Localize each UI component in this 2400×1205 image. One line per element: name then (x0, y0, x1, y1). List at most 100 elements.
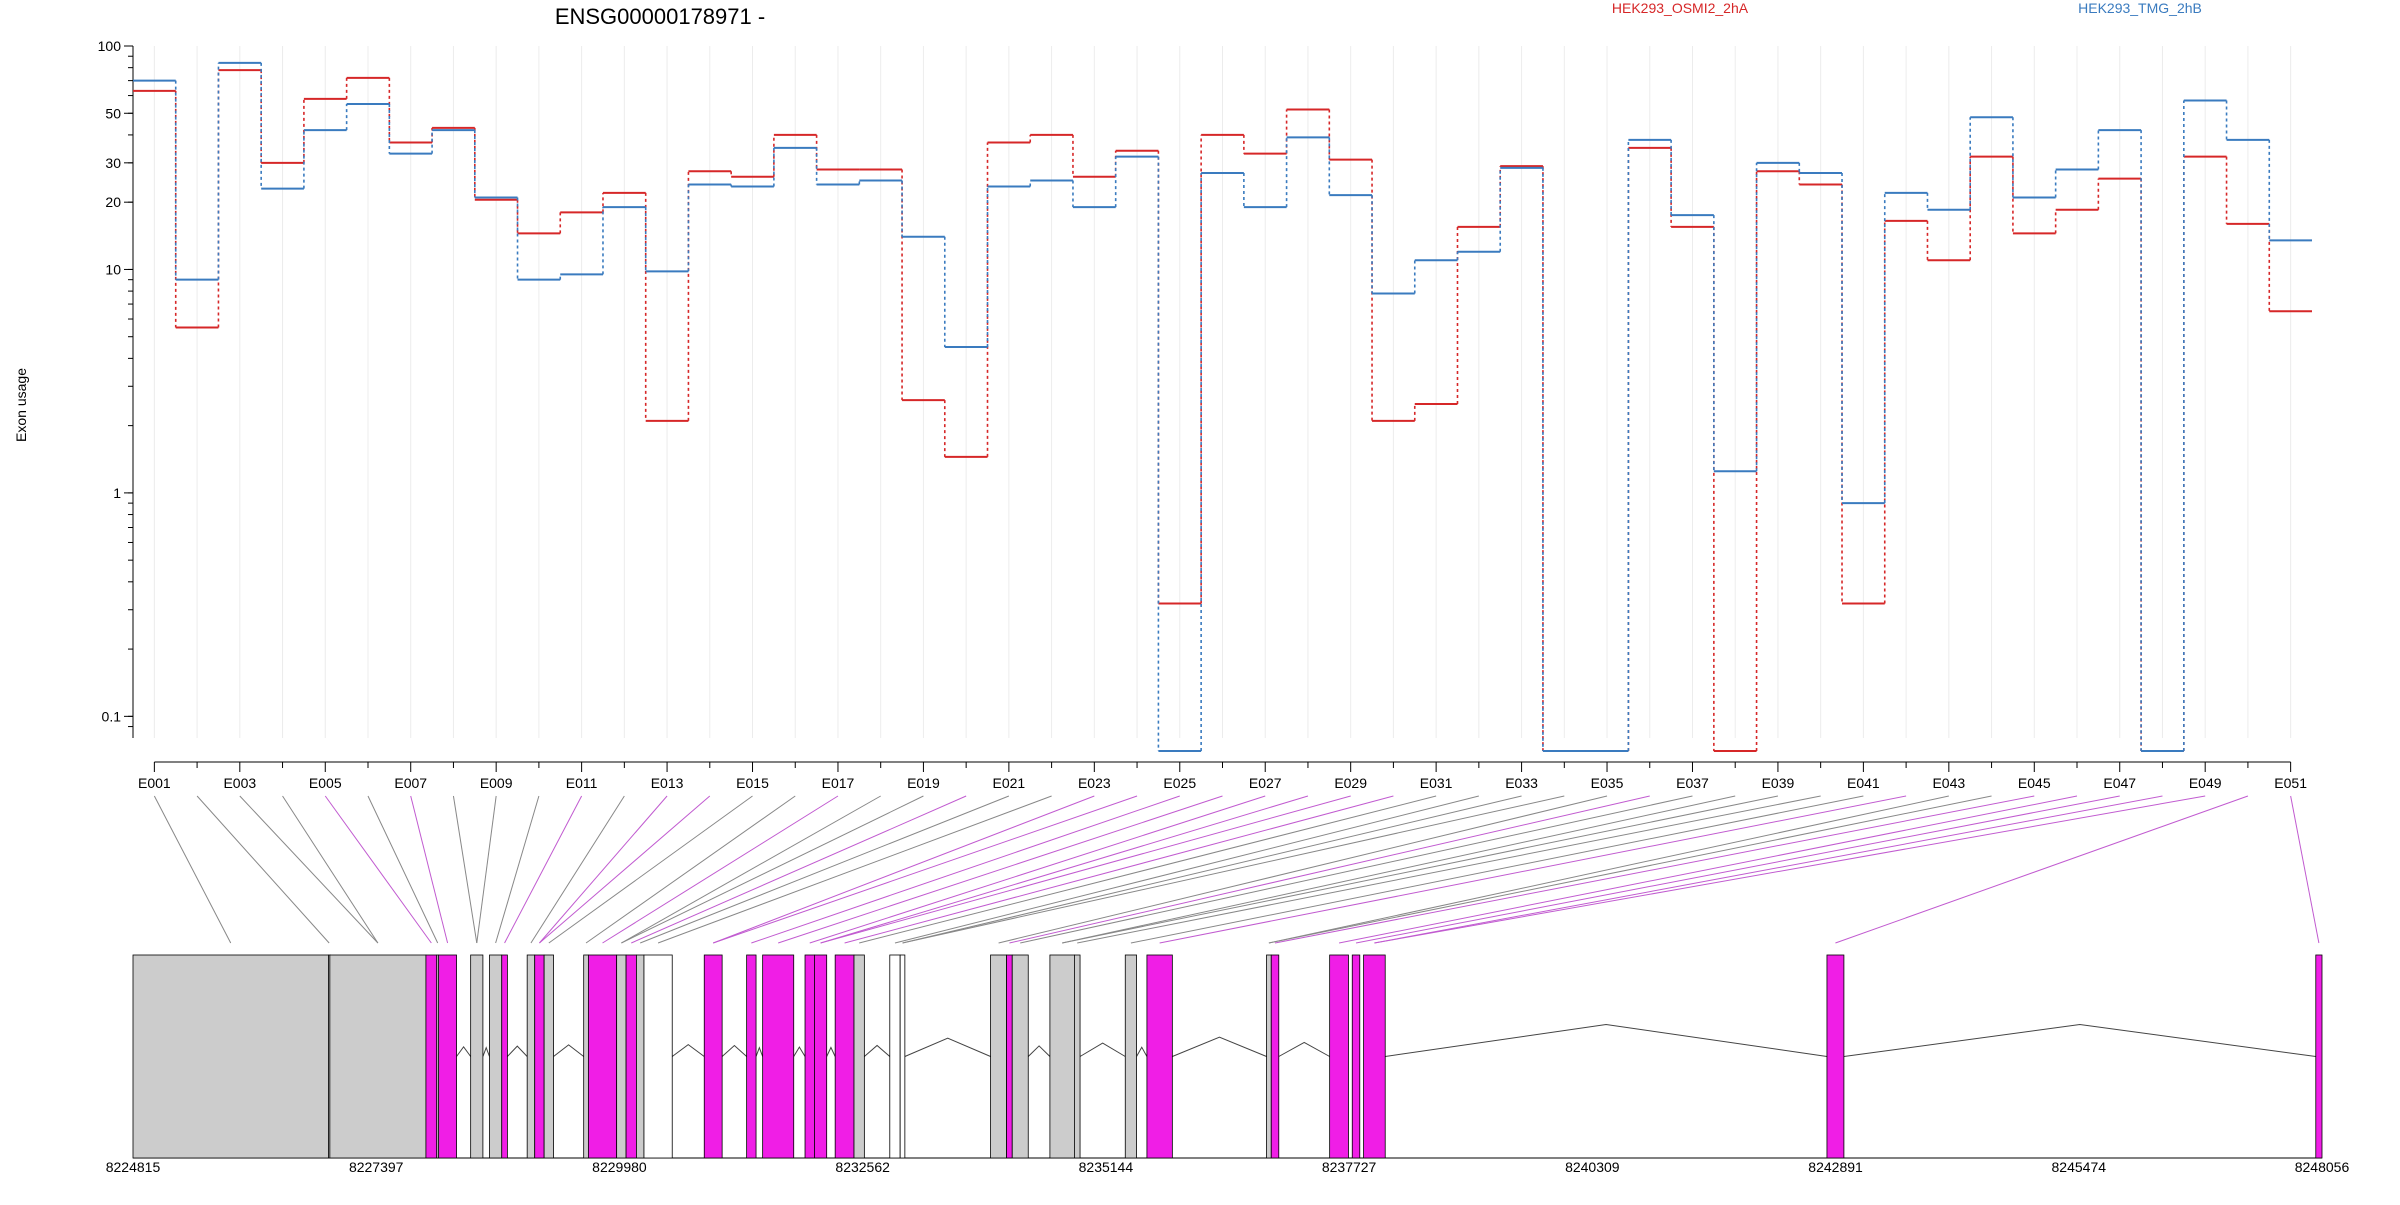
exon-box (853, 954, 865, 1159)
exon-connector-line (621, 795, 881, 944)
chart-title: ENSG00000178971 - (555, 4, 765, 29)
axes: 100 50 30 20 10 1 0.1 E001 E003 E005 E007 E009 E011 E… (98, 38, 2308, 791)
exon-box (329, 954, 427, 1159)
exon-connector-line (324, 795, 432, 944)
genomic-coordinate-label: 8240309 (1565, 1159, 1620, 1175)
y-tick-label: 100 (98, 38, 122, 54)
exon-connector-line (859, 795, 1437, 944)
x-tick-label: E013 (651, 775, 684, 791)
exon-box (1011, 954, 1029, 1159)
exon-box (534, 954, 545, 1159)
x-tick-label: E011 (566, 775, 598, 791)
x-tick-label: E027 (1249, 775, 1282, 791)
exon-connector-line (367, 795, 439, 944)
exon-connector-line (1077, 795, 1821, 944)
intron-line (1843, 1023, 2316, 1057)
exon-connector-line (998, 795, 1608, 944)
exon-connector-line (1274, 795, 2035, 944)
x-tick-label: E007 (394, 775, 427, 791)
intron-line (507, 1045, 528, 1057)
exon-connector-line (153, 795, 232, 944)
x-tick-label: E031 (1420, 775, 1453, 791)
exon-connector-line (530, 795, 625, 944)
genomic-coordinate-label: 8229980 (592, 1159, 647, 1175)
exon-connector-line (1130, 795, 1864, 944)
exon-box (636, 954, 645, 1159)
intron-line (671, 1044, 705, 1057)
genomic-coordinate-label: 8235144 (1079, 1159, 1134, 1175)
exon-connector-line (1268, 795, 1949, 944)
x-tick-label: E051 (2274, 775, 2307, 791)
exon-connector-line (1374, 795, 2163, 944)
exon-connector-line (713, 795, 1138, 944)
legend-entry-tmg: HEK293_TMG_2hB (2078, 0, 2202, 16)
exon-box (746, 954, 757, 1159)
exon-box (425, 954, 438, 1159)
exon-connector-line (778, 795, 1223, 944)
x-tick-label: E047 (2103, 775, 2136, 791)
exon-box (1270, 954, 1280, 1159)
x-tick-label: E017 (822, 775, 855, 791)
series-lines (133, 61, 2312, 752)
exon-connector-line (1835, 795, 2249, 944)
exon-connector-line (1268, 795, 1992, 944)
intron-line (456, 1045, 472, 1057)
exon-box (1329, 954, 1349, 1159)
exon-box (438, 954, 457, 1159)
intron-line (553, 1044, 584, 1057)
exon-box (814, 954, 828, 1159)
exon-connector-line (902, 795, 1522, 944)
exon-connector-line (1009, 795, 1650, 944)
x-tick-label: E045 (2018, 775, 2051, 791)
exon-box (1266, 954, 1272, 1159)
exon-connector-line (751, 795, 1180, 944)
exon-connector-line (1020, 795, 1693, 944)
legend-entry-osmi2: HEK293_OSMI2_2hA (1612, 0, 1749, 16)
y-tick-label: 50 (105, 105, 121, 121)
exon-connector-line (657, 795, 1052, 944)
x-tick-label: E009 (480, 775, 513, 791)
exon-box (132, 954, 329, 1159)
exon-box (616, 954, 627, 1159)
genomic-coordinate-label: 8224815 (106, 1159, 161, 1175)
gridlines (153, 46, 2292, 738)
exon-box (1049, 954, 1075, 1159)
exon-box (1124, 954, 1137, 1159)
exon-connector-line (1062, 795, 1736, 944)
y-axis-label: Exon usage (13, 368, 29, 442)
exon-box (762, 954, 795, 1159)
exon-connector-line (585, 795, 796, 944)
intron-line (721, 1044, 747, 1057)
x-tick-label: E035 (1591, 775, 1624, 791)
exon-box (1146, 954, 1173, 1159)
exon-box (543, 954, 554, 1159)
exon-connector-line (809, 795, 1266, 944)
x-tick-label: E033 (1505, 775, 1538, 791)
exon-connector-line (1374, 795, 2206, 944)
exon-connector-line (713, 795, 1095, 944)
exon-connector-line (844, 795, 1394, 944)
exon-box (587, 954, 618, 1159)
intron-line (1172, 1036, 1267, 1057)
intron-line (1136, 1046, 1148, 1057)
exon-connectors (153, 795, 2320, 944)
genomic-coordinate-label: 8237727 (1322, 1159, 1377, 1175)
exon-box (643, 954, 673, 1159)
exon-connector-line (894, 795, 1479, 944)
exon-connector-line (495, 795, 540, 944)
exon-box (703, 954, 723, 1159)
x-tick-label: E015 (736, 775, 769, 791)
intron-line (793, 1046, 806, 1057)
x-tick-label: E049 (2189, 775, 2222, 791)
exon-box (501, 954, 508, 1159)
exon-box (1363, 954, 1386, 1159)
intron-line (1079, 1042, 1126, 1057)
x-tick-label: E019 (907, 775, 940, 791)
y-tick-label: 20 (105, 194, 121, 210)
intron-line (1027, 1045, 1051, 1057)
intron-line (826, 1046, 836, 1057)
exon-connector-line (504, 795, 583, 944)
intron-line (864, 1044, 891, 1057)
exon-connector-line (196, 795, 330, 944)
x-tick-label: E041 (1847, 775, 1880, 791)
